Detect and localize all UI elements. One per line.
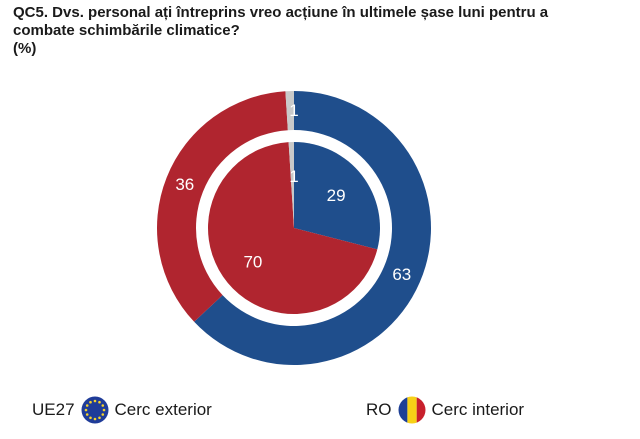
outer-data-label: 1 [289,101,298,120]
eu-star [93,417,96,421]
outer-data-label: 63 [392,265,411,284]
legend-item-eu: UE27 Cerc exterior [32,394,212,426]
eu-star [88,400,92,404]
eu-star [85,404,89,407]
outer-ring-slice [194,91,431,365]
title-line-3: (%) [13,40,37,57]
legend-ro-label: Cerc interior [431,400,525,419]
eu-star [97,400,101,404]
outer-ring-slice [285,91,294,131]
legend-ro-code: RO [366,400,392,419]
inner-pie-slice [208,142,378,314]
title-line-2: combate schimbările climatice? [13,22,240,39]
legend-eu-label: Cerc exterior [114,400,212,419]
chart-title: QC5. Dvs. personal ați întreprins vreo a… [13,4,623,58]
legend-item-ro: RO Cerc interior [366,394,524,426]
legend-eu-code: UE27 [32,400,75,419]
outer-ring-slice [156,91,288,322]
eu-star [97,416,101,420]
eu-star [102,408,105,412]
eu-star [85,413,89,416]
eu-flag-icon [81,396,109,424]
eu-star [101,404,104,407]
eu-star [93,399,96,403]
outer-data-label: 36 [175,175,194,194]
eu-star [84,408,87,412]
inner-data-label: 1 [289,167,298,186]
eu-star [88,416,92,420]
inner-data-label: 70 [243,253,262,272]
title-line-1: QC5. Dvs. personal ați întreprins vreo a… [13,4,549,21]
inner-data-label: 29 [327,186,346,205]
romania-flag-icon [398,396,425,424]
eu-star [101,413,104,416]
inner-pie-slice [288,142,294,228]
inner-pie-slice [294,142,380,250]
